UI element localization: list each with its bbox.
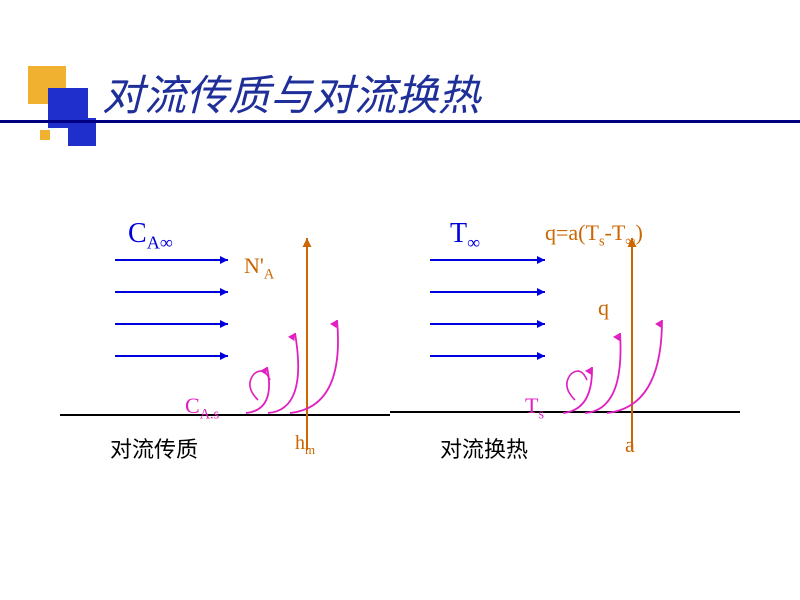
- boundary-curve-arrowhead: [260, 367, 267, 375]
- boundary-curve-arrowhead: [585, 367, 592, 375]
- flow-arrow-head: [537, 352, 545, 360]
- flow-arrow-head: [220, 288, 228, 296]
- vertical-axis-arrowhead: [303, 238, 312, 247]
- heat-equation-label: q=a(Ts-T∞): [545, 220, 643, 250]
- flow-arrow-head: [220, 256, 228, 264]
- flow-arrow-head: [220, 352, 228, 360]
- flow-arrow-head: [220, 320, 228, 328]
- flow-arrow-head: [537, 320, 545, 328]
- diagram-svg: [0, 0, 800, 600]
- freestream-temp-label: T∞: [450, 218, 480, 254]
- heat-transfer-caption: 对流换热: [440, 432, 528, 464]
- boundary-curve-arrowhead: [613, 333, 620, 341]
- boundary-curve: [290, 320, 338, 413]
- surface-temp-label: Ts: [525, 393, 544, 423]
- boundary-curve-arrowhead: [330, 320, 337, 328]
- boundary-curve-arrowhead: [288, 333, 295, 341]
- surface-concentration-label: CA.s: [185, 393, 219, 423]
- mass-transfer-caption: 对流传质: [110, 432, 198, 464]
- freestream-concentration-label: CA∞: [128, 218, 173, 254]
- boundary-curve: [268, 333, 298, 413]
- mass-flux-label: N'A: [244, 253, 274, 283]
- mass-coeff-label: hm: [295, 432, 315, 458]
- curl-icon: [567, 371, 587, 400]
- flow-arrow-head: [537, 256, 545, 264]
- heat-flux-label: q: [598, 295, 609, 321]
- boundary-curve: [607, 320, 662, 413]
- heat-coeff-label: a: [625, 432, 635, 458]
- boundary-curve-arrowhead: [655, 320, 662, 328]
- flow-arrow-head: [537, 288, 545, 296]
